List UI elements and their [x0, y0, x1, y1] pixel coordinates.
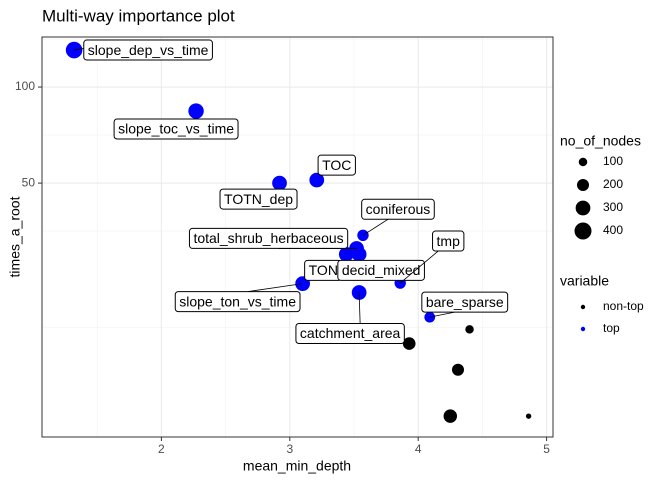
x-tick-label: 5	[543, 442, 550, 456]
point	[525, 413, 532, 419]
size-legend-key	[576, 178, 590, 192]
size-legend-title: no_of_nodes	[560, 133, 641, 149]
label-box	[174, 291, 301, 313]
color-legend-title: variable	[560, 273, 609, 289]
point	[338, 246, 354, 262]
x-tick-label: 2	[158, 442, 165, 456]
chart-title: Multi-way importance plot	[42, 6, 235, 25]
label-box	[337, 259, 425, 281]
label-leader	[362, 218, 389, 236]
x-axis-title: mean_min_depth	[243, 458, 351, 474]
point-label: TOC	[322, 157, 351, 173]
point-label: TOTN_dep	[224, 191, 293, 207]
y-tick-label: 50	[22, 175, 36, 189]
label-box	[295, 322, 405, 344]
label-box	[361, 198, 435, 220]
point-label: slope_dep_vs_time	[88, 42, 209, 58]
y-tick-label: 100	[15, 79, 35, 93]
point	[451, 363, 465, 376]
legend-label: top	[603, 321, 620, 335]
label-leader	[429, 311, 455, 318]
size-legend-label: 100	[603, 154, 623, 168]
label-box	[432, 230, 465, 252]
point	[443, 409, 458, 423]
point-label: slope_ton_vs_time	[179, 293, 296, 309]
plot-border	[41, 36, 554, 438]
legend-label: non-top	[603, 299, 644, 313]
label-box	[421, 291, 509, 313]
size-legend-label: 300	[603, 200, 623, 214]
point	[402, 337, 416, 350]
label-box	[188, 227, 349, 249]
label-leader	[247, 283, 303, 293]
point-label: slope_toc_vs_time	[118, 121, 234, 137]
label-box	[113, 118, 239, 140]
point-label: TON	[309, 262, 338, 278]
point-label: decid_mixed	[342, 262, 421, 278]
point	[309, 172, 325, 188]
point	[272, 175, 287, 191]
point	[351, 246, 367, 262]
legend-key	[580, 326, 586, 332]
size-legend-key	[575, 200, 591, 216]
size-legend-label: 200	[603, 177, 623, 191]
legend-key	[580, 304, 586, 310]
size-legend-label: 400	[603, 223, 623, 237]
point-label: total_shrub_herbaceous	[193, 230, 343, 246]
label-leader	[399, 250, 439, 284]
point-label: bare_sparse	[426, 294, 504, 310]
point	[188, 103, 204, 119]
label-box	[317, 154, 356, 176]
y-axis-title: times_a_root	[7, 196, 23, 277]
size-legend-key	[574, 222, 592, 240]
point-label: coniferous	[366, 201, 431, 217]
point-label: catchment_area	[300, 325, 401, 341]
point	[465, 325, 474, 334]
label-box	[219, 188, 298, 210]
x-tick-label: 4	[415, 442, 422, 456]
x-tick-label: 3	[286, 442, 293, 456]
label-box	[83, 39, 213, 61]
size-legend-key	[578, 157, 588, 167]
point-label: tmp	[437, 233, 461, 249]
label-leader	[358, 292, 361, 324]
